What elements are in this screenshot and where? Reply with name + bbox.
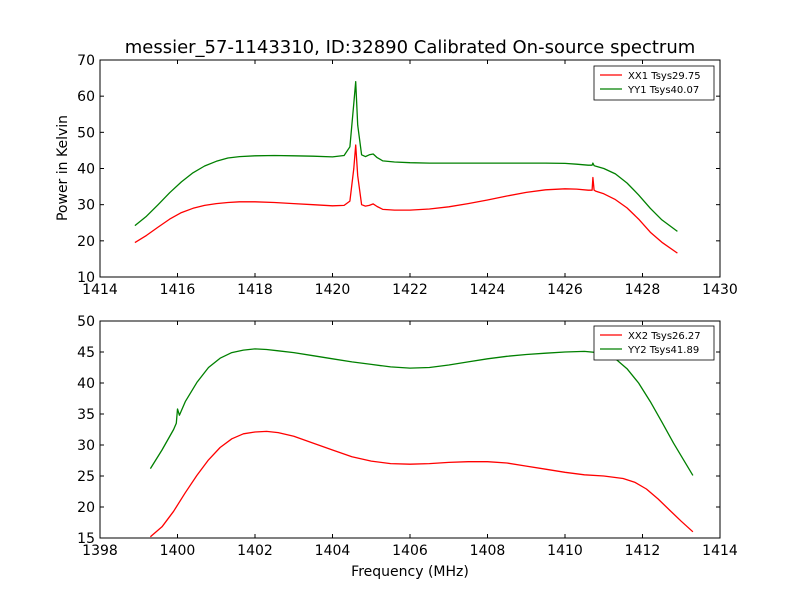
series-line-yy xyxy=(134,81,678,232)
x-tick-label: 1404 xyxy=(315,543,351,559)
series-line-xx xyxy=(149,430,694,538)
x-tick-label: 1424 xyxy=(470,282,506,298)
y-tick-label: 15 xyxy=(77,531,95,547)
y-tick-label: 40 xyxy=(77,162,95,178)
x-axis-label: Frequency (MHz) xyxy=(351,564,469,580)
legend-entry: YY1 Tsys40.07 xyxy=(627,85,699,96)
series-line-xx xyxy=(134,144,678,254)
x-tick-label: 1428 xyxy=(625,282,661,298)
x-tick-label: 1414 xyxy=(82,282,118,298)
x-tick-label: 1408 xyxy=(470,543,506,559)
x-tick-label: 1422 xyxy=(392,282,428,298)
y-tick-label: 60 xyxy=(77,89,95,105)
x-tick-label: 1400 xyxy=(160,543,196,559)
series-line-yy xyxy=(149,348,694,476)
x-tick-label: 1430 xyxy=(702,282,738,298)
legend-entry: YY2 Tsys41.89 xyxy=(627,345,699,356)
x-tick-label: 1416 xyxy=(160,282,196,298)
legend-box xyxy=(593,65,715,101)
x-tick-label: 1406 xyxy=(392,543,428,559)
y-tick-label: 50 xyxy=(77,125,95,141)
x-tick-label: 1426 xyxy=(547,282,583,298)
x-tick-label: 1398 xyxy=(82,543,118,559)
y-tick-label: 25 xyxy=(77,469,95,485)
bottom-spectrum-panel: 1398 1400 1402 1404 1406 1408 1410 1412 1414 15 20… xyxy=(77,314,738,559)
y-tick-label: 40 xyxy=(77,376,95,392)
y-tick-label: 20 xyxy=(77,234,95,250)
y-tick-label: 45 xyxy=(77,345,95,361)
x-tick-label: 1420 xyxy=(315,282,351,298)
x-tick-label: 1412 xyxy=(625,543,661,559)
x-tick-label: 1414 xyxy=(702,543,738,559)
y-tick-label: 20 xyxy=(77,500,95,516)
y-tick-label: 70 xyxy=(77,53,95,69)
y-tick-label: 10 xyxy=(77,270,95,286)
y-tick-label: 30 xyxy=(77,438,95,454)
legend-box xyxy=(593,325,715,361)
y-tick-label: 50 xyxy=(77,314,95,330)
y-tick-label: 30 xyxy=(77,198,95,214)
x-tick-label: 1418 xyxy=(237,282,273,298)
chart-title: messier_57-1143310, ID:32890 Calibrated … xyxy=(125,37,696,58)
x-tick-label: 1410 xyxy=(547,543,583,559)
top-spectrum-panel: 1414 1416 1418 1420 1422 1424 1426 1428 1430 10 20… xyxy=(77,53,738,298)
y-axis-label: Power in Kelvin xyxy=(55,115,71,221)
y-tick-label: 35 xyxy=(77,407,95,423)
legend-entry: XX1 Tsys29.75 xyxy=(628,71,701,82)
legend-entry: XX2 Tsys26.27 xyxy=(628,331,701,342)
x-tick-label: 1402 xyxy=(237,543,273,559)
